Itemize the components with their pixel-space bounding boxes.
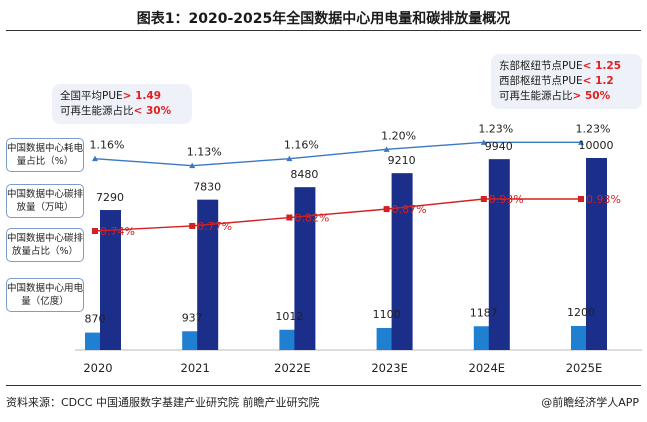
carbon-share-label-2021: 0.77% (197, 220, 232, 233)
electricity-share-point-2021 (189, 162, 196, 169)
electricity-share-label-2020: 1.16% (90, 139, 125, 152)
carbon-bar-2021 (197, 199, 219, 350)
x-tick-2024E: 2024E (469, 361, 506, 375)
carbon-label-2025E: 10000 (579, 139, 614, 152)
electricity-share-point-2022E (286, 155, 293, 162)
electricity-share-point-2023E (383, 146, 390, 152)
electricity-share-point-2024E (480, 139, 487, 145)
callout-hub-pue: 东部枢纽节点PUE< 1.25 西部枢纽节点PUE< 1.2 可再生能源占比> … (491, 54, 642, 109)
callout-hub-renewable-line: 可再生能源占比> 50% (499, 90, 611, 102)
carbon-label-2023E: 9210 (388, 154, 416, 167)
carbon-share-point-2024E (480, 196, 487, 202)
x-tick-2025E: 2025E (566, 361, 603, 375)
electricity-share-label-2022E: 1.16% (284, 139, 319, 152)
x-tick-2022E: 2022E (274, 361, 311, 375)
legend-label-carbon-emission: 中国数据中心碳排放量（万吨） (6, 184, 84, 218)
callout-national-pue: 全国平均PUE> 1.49 可再生能源占比< 30% (52, 84, 192, 124)
carbon-share-line (94, 198, 581, 232)
carbon-share-point-2021 (189, 222, 196, 229)
brand-label: @前瞻经济学人APP (541, 396, 639, 409)
legend-label-electricity-use: 中国数据中心用电量（亿度） (6, 278, 84, 312)
callout-national-pue-line1: 全国平均PUE> 1.49 (60, 90, 162, 102)
x-tick-2023E: 2023E (371, 361, 408, 375)
electricity-share-line (94, 141, 581, 167)
carbon-share-point-2025E (578, 196, 584, 202)
callout-west-pue-line: 西部枢纽节点PUE< 1.2 (499, 75, 614, 87)
carbon-share-label-2023E: 0.87% (392, 203, 427, 216)
legend-label-electricity-share: 中国数据中心耗电量占比（%） (6, 138, 84, 172)
carbon-label-2024E: 9940 (485, 140, 513, 153)
chart-canvas: 1.16% 1.13% 1.16% 1.20% 1.23% 1.23% 0.74% 0.77… (75, 122, 642, 375)
carbon-bar-2020 (100, 210, 121, 350)
footer-rule (6, 385, 641, 386)
carbon-share-label-2020: 0.74% (100, 225, 135, 238)
electricity-label-2021: 937 (182, 311, 203, 324)
electricity-label-2023E: 1100 (373, 308, 401, 321)
carbon-share-label-2025E: 0.93% (586, 193, 621, 206)
chart-title: 图表1：2020-2025年全国数据中心用电量和碳排放量概况 (136, 11, 511, 27)
carbon-bar-2024E (488, 159, 510, 350)
electricity-label-2025E: 1200 (567, 306, 595, 319)
legend-label-carbon-share: 中国数据中心碳排放量占比（%） (6, 228, 84, 262)
carbon-share-label-2022E: 0.82% (294, 212, 329, 225)
callout-national-renewable-line: 可再生能源占比< 30% (60, 105, 172, 117)
carbon-share-label-2024E: 0.93% (489, 193, 524, 206)
carbon-bar-2025E (586, 158, 607, 350)
source-note: 资料来源：CDCC 中国通服数字基建产业研究院 前瞻产业研究院 (6, 396, 320, 409)
electricity-share-point-2020 (92, 155, 98, 162)
electricity-share-label-2024E: 1.23% (478, 122, 513, 135)
carbon-share-point-2020 (92, 228, 98, 234)
electricity-share-label-2025E: 1.23% (576, 122, 611, 135)
x-tick-2020: 2020 (83, 361, 112, 375)
carbon-label-2021: 7830 (193, 181, 221, 194)
electricity-label-2020: 870 (85, 313, 106, 326)
title-rule (6, 30, 641, 31)
electricity-share-label-2021: 1.13% (187, 146, 222, 159)
carbon-label-2022E: 8480 (290, 168, 318, 181)
carbon-bar-2023E (391, 173, 413, 350)
carbon-share-point-2022E (286, 214, 293, 221)
electricity-label-2024E: 1187 (470, 306, 498, 319)
electricity-label-2022E: 1012 (275, 310, 303, 323)
carbon-share-point-2023E (383, 206, 390, 213)
electricity-share-label-2023E: 1.20% (381, 129, 416, 142)
x-tick-2021: 2021 (181, 361, 210, 375)
carbon-label-2020: 7290 (96, 191, 124, 204)
electricity-share-point-2025E (578, 139, 584, 145)
carbon-bar-2022E (294, 187, 316, 350)
callout-east-pue-line: 东部枢纽节点PUE< 1.25 (499, 60, 622, 72)
